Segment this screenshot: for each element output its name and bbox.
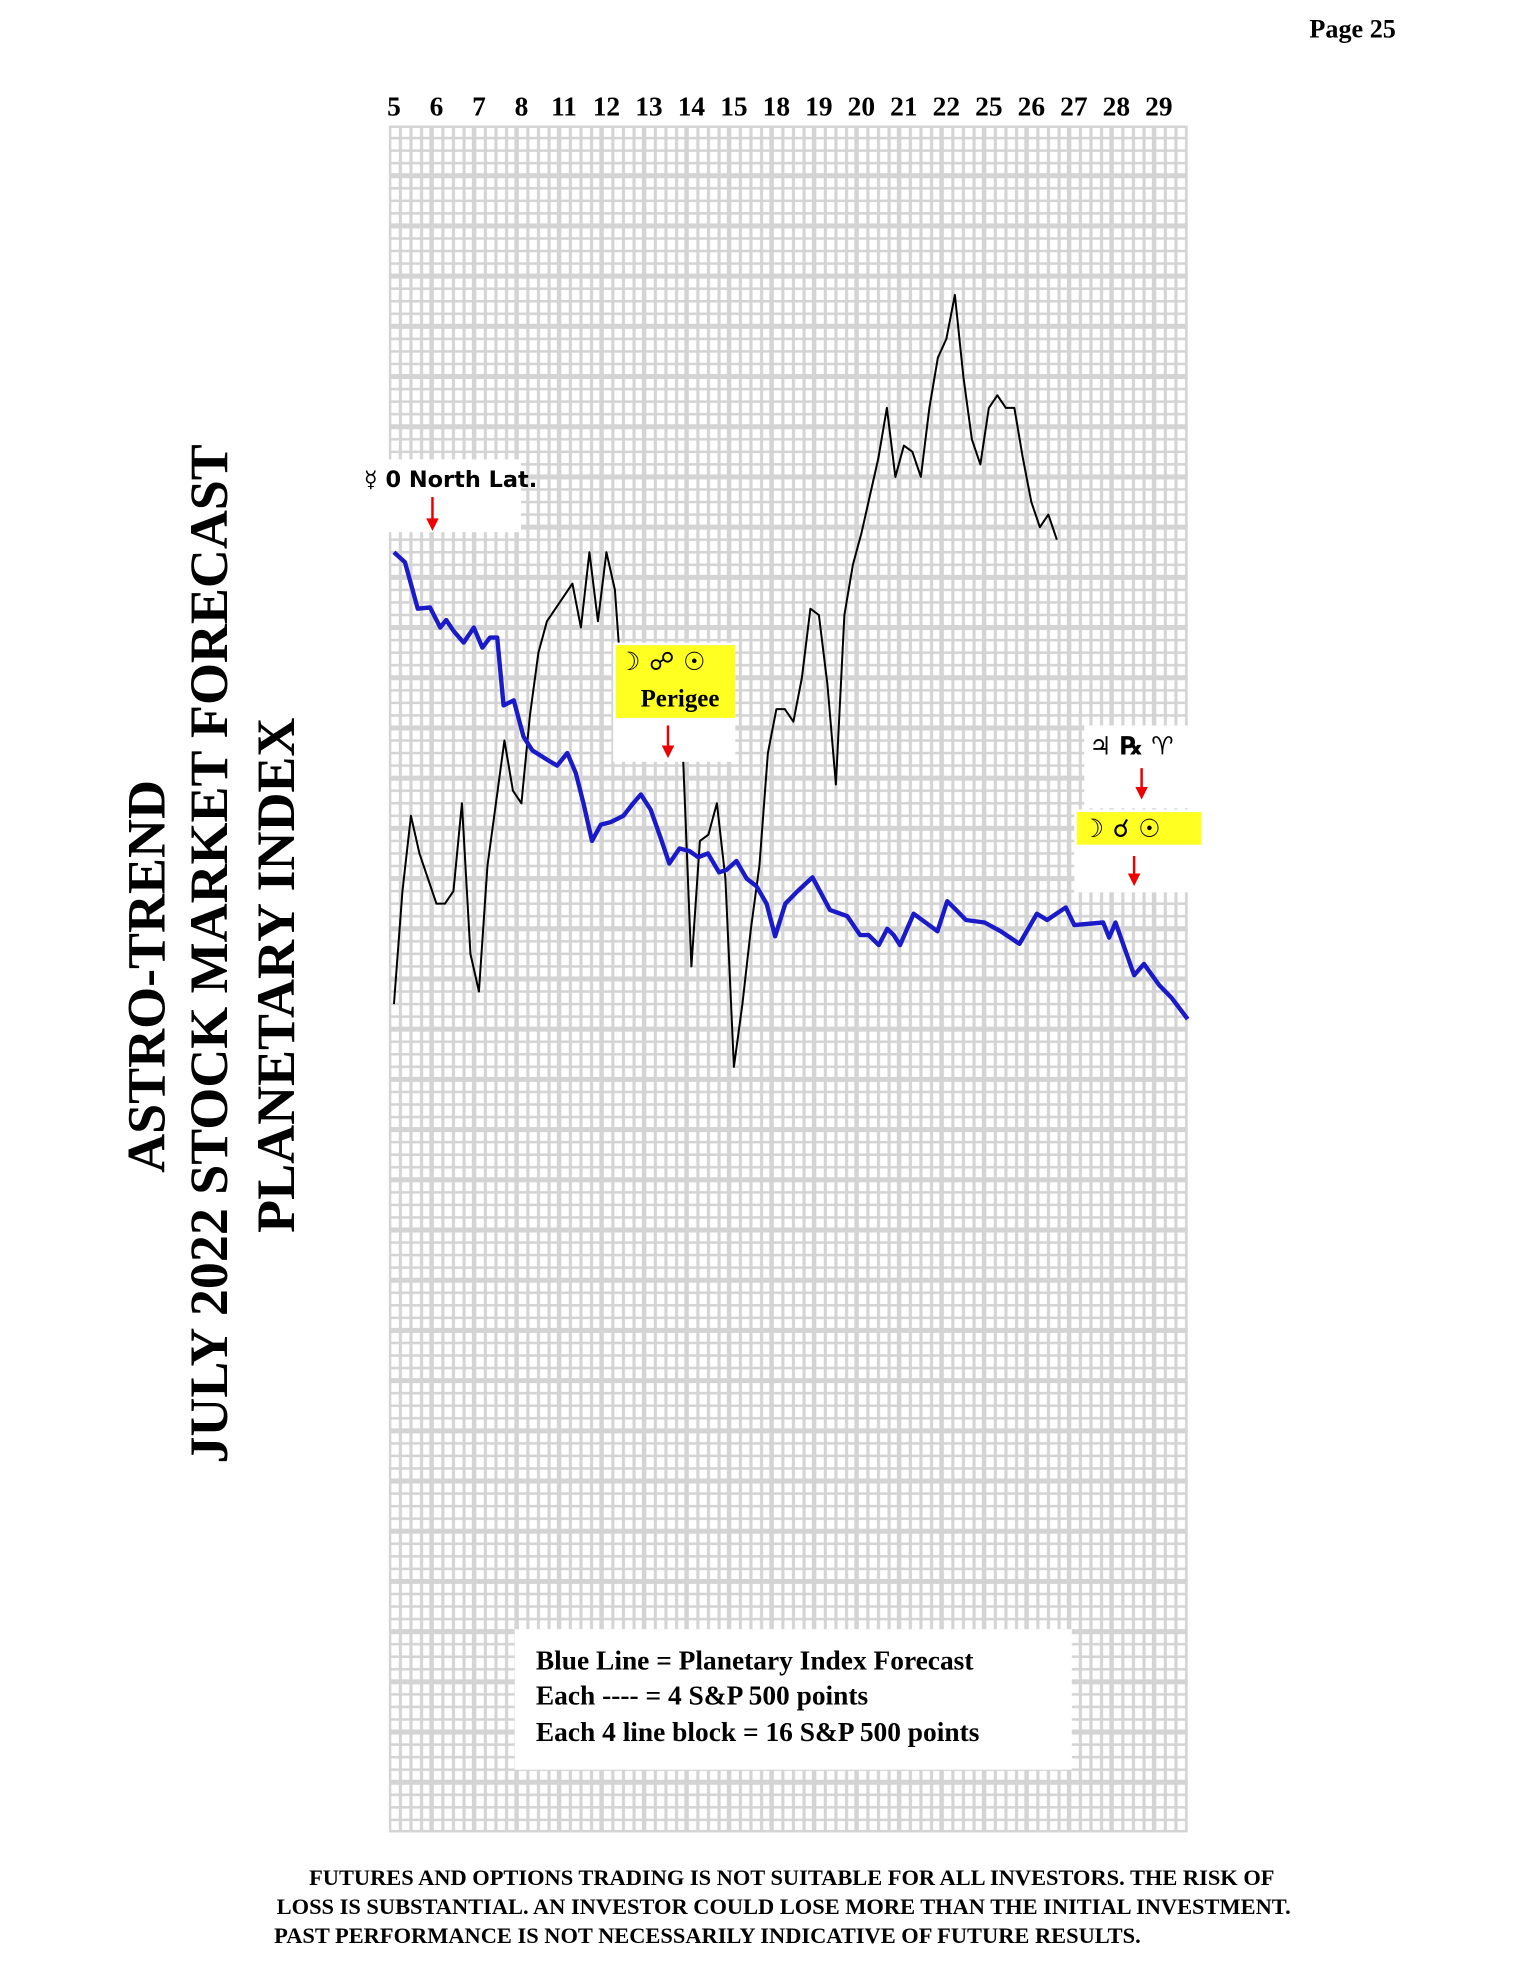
- x-tick-label: 29: [1145, 90, 1172, 121]
- title-line: ASTRO-TREND: [117, 780, 177, 1173]
- x-tick-label: 27: [1060, 90, 1088, 121]
- x-tick-label: 14: [678, 90, 706, 121]
- annotation: ☿ 0 North Lat.: [364, 467, 537, 493]
- x-tick-label: 7: [472, 90, 486, 121]
- disclaimer: LOSS IS SUBSTANTIAL. AN INVESTOR COULD L…: [277, 1894, 1291, 1919]
- x-tick-label: 19: [805, 90, 832, 121]
- disclaimer: PAST PERFORMANCE IS NOT NECESSARILY INDI…: [274, 1923, 1141, 1948]
- arrow-head: [661, 745, 675, 759]
- x-tick-label: 13: [635, 90, 662, 121]
- x-tick-label: 21: [890, 90, 917, 121]
- legend-entry: Blue Line = Planetary Index Forecast: [536, 1644, 974, 1675]
- x-tick-label: 8: [515, 90, 529, 121]
- highlight: [615, 645, 736, 718]
- legend-note: Each ---- = 4 S&P 500 points: [536, 1679, 869, 1710]
- series-layer: [392, 293, 1190, 1068]
- highlight: [1076, 812, 1202, 845]
- x-tick-label: 5: [387, 90, 401, 121]
- annotation-box: [358, 459, 521, 533]
- page-number: Page 25: [1309, 15, 1395, 44]
- annotation: ♃ ℞ ♈: [1089, 731, 1173, 760]
- title-line: JULY 2022 STOCK MARKET FORECAST: [179, 444, 239, 1463]
- annotation: Perigee: [641, 686, 720, 713]
- x-tick-label: 18: [763, 90, 790, 121]
- x-tick-label: 28: [1103, 90, 1130, 121]
- x-tick-label: 6: [430, 90, 444, 121]
- x-tick-label: 25: [975, 90, 1002, 121]
- plot-grid: [388, 125, 1188, 1833]
- legend-note: Each 4 line block = 16 S&P 500 points: [536, 1716, 980, 1747]
- arrow-head: [1127, 873, 1141, 887]
- title-line: PLANETARY INDEX: [246, 717, 306, 1232]
- annotation: ☽ ☌ ☉: [1082, 814, 1161, 843]
- x-tick-label: 11: [551, 90, 577, 121]
- forecast-line: [392, 550, 1190, 1021]
- disclaimer: FUTURES AND OPTIONS TRADING IS NOT SUITA…: [309, 1865, 1274, 1890]
- x-tick-label: 22: [933, 90, 960, 121]
- x-tick-label: 26: [1018, 90, 1045, 121]
- price-line: [392, 293, 1058, 1068]
- legend-box: [514, 1629, 1072, 1770]
- arrow-head: [426, 518, 439, 531]
- x-tick-label: 12: [593, 90, 620, 121]
- x-tick-label: 20: [848, 90, 875, 121]
- annotation: ☽ ☍ ☉: [618, 647, 705, 676]
- x-tick-label: 15: [720, 90, 747, 121]
- arrow-head: [1135, 786, 1148, 800]
